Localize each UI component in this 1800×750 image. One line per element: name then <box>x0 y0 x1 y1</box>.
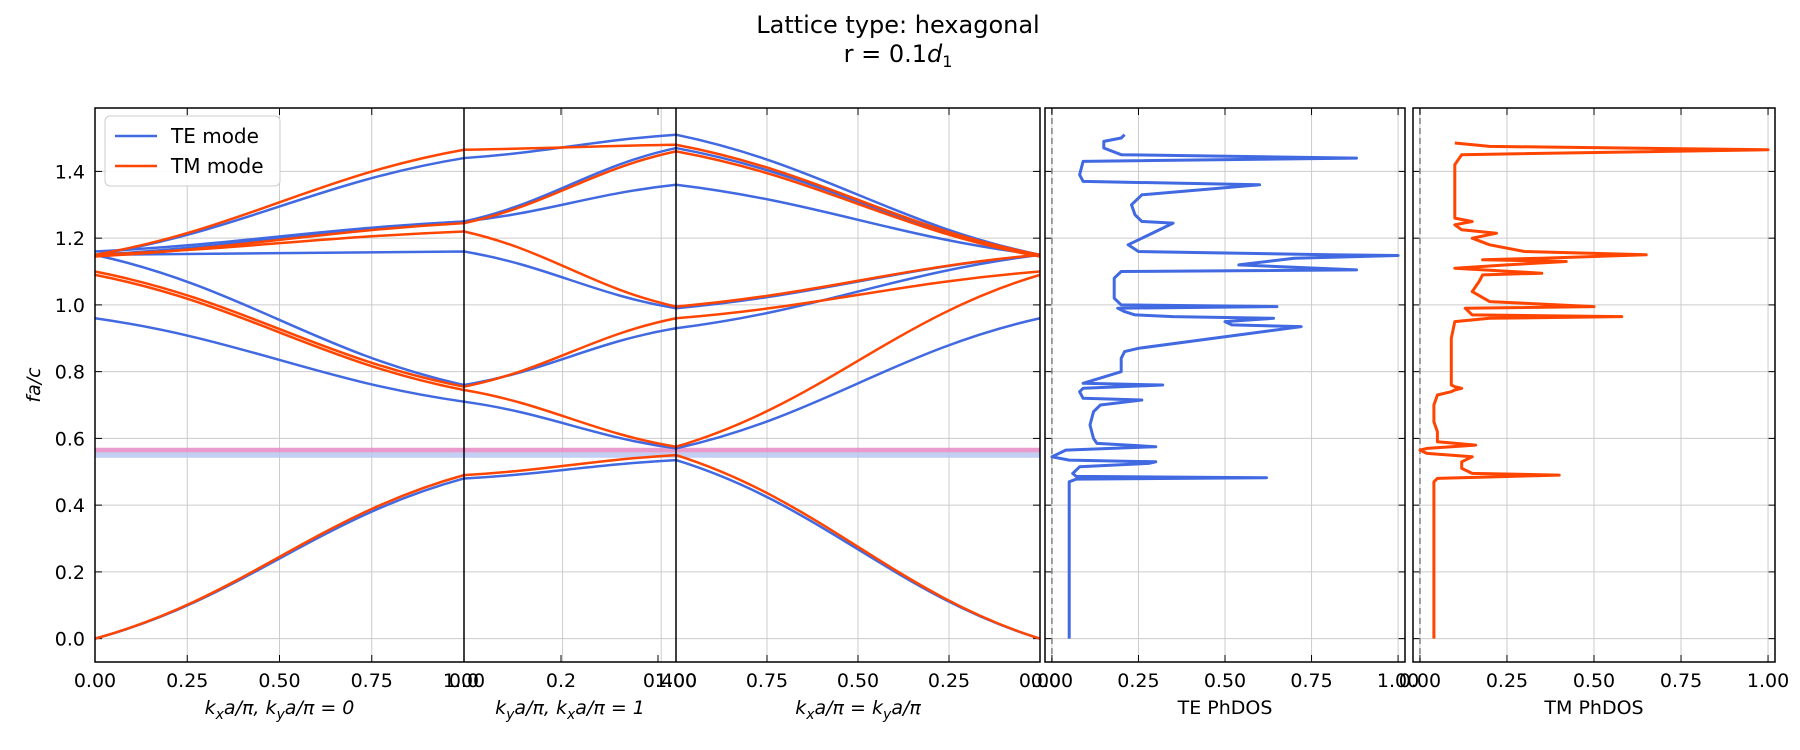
te-dos-xtick-label: 0.00 <box>1031 670 1073 692</box>
tm-band-line <box>94 230 1041 308</box>
band-seg1-xtick-label: 0.50 <box>258 670 300 692</box>
te-band-line <box>94 250 1041 310</box>
tm-dos-xlabel: TM PhDOS <box>1543 697 1643 719</box>
band-ytick-label: 1.0 <box>55 295 85 317</box>
band-seg2-xlabel: kya/π, kxa/π = 1 <box>495 697 645 723</box>
band-structure-panel: 0.0 0.2 0.4 0.6 0.8 1.0 1.2 1.4 0.00 0.25 0.50 0.75… <box>23 107 1061 723</box>
tm-phdos-panel: 0.00 0.25 0.50 0.75 1.00 TM PhDOS <box>1399 107 1789 719</box>
band-seg2-xtick-label: 0.2 <box>546 670 576 692</box>
band-seg3-xtick-label: 1.00 <box>655 670 697 692</box>
band-seg1-xtick-label: 1.00 <box>443 670 485 692</box>
band-seg3-xtick-label: 0.25 <box>928 670 970 692</box>
band-ytick-label: 1.4 <box>55 161 85 183</box>
band-seg3-xtick-label: 0.50 <box>837 670 879 692</box>
band-seg1-xlabel: kxa/π, kya/π = 0 <box>205 697 355 723</box>
tm-band-line <box>94 270 1041 388</box>
te-phdos-panel: 0.00 0.25 0.50 0.75 1.00 TE PhDOS <box>1031 107 1419 719</box>
band-seg3-xtick-label: 0.75 <box>746 670 788 692</box>
te-band-line <box>94 317 1041 450</box>
band-ylabel: fa/c <box>23 367 45 403</box>
figure-title-line2: r = 0.1d1 <box>844 40 953 71</box>
tm-band-line <box>94 453 1041 640</box>
band-seg2-xtick-label: 0.4 <box>643 670 673 692</box>
legend-tm-label: TM mode <box>170 154 264 178</box>
band-seg2-xtick-label: 0.0 <box>449 670 479 692</box>
band-axes-frame <box>94 107 1041 663</box>
te-band-line <box>94 146 1041 257</box>
band-seg1-xtick-label: 0.25 <box>166 670 208 692</box>
tm-dos-xtick-label: 0.00 <box>1399 670 1441 692</box>
band-ytick-label: 0.8 <box>55 362 85 384</box>
tm-dos-xtick-label: 0.25 <box>1486 670 1528 692</box>
tm-dos-xtick-label: 0.75 <box>1660 670 1702 692</box>
te-dos-curve <box>1050 133 1400 639</box>
te-dos-xlabel: TE PhDOS <box>1177 697 1273 719</box>
te-band-gap <box>95 452 1040 458</box>
band-ytick-label: 0.2 <box>55 562 85 584</box>
tm-dos-xtick-label: 1.00 <box>1747 670 1789 692</box>
band-seg1-xtick-label: 0.75 <box>351 670 393 692</box>
band-seg2-xtick-label: 1.00 <box>655 670 697 692</box>
te-dos-xtick-label: 0.25 <box>1117 670 1159 692</box>
band-seg1-xtick-label: 0.00 <box>74 670 116 692</box>
te-band-line <box>94 253 1041 387</box>
figure-title-line1: Lattice type: hexagonal <box>756 11 1039 39</box>
tm-band-line <box>94 273 1041 449</box>
tm-band-line <box>94 143 1041 257</box>
tm-band-line <box>94 150 1041 258</box>
te-dos-axes-frame <box>1044 107 1406 663</box>
te-band-line <box>94 458 1041 640</box>
tm-band-gap <box>95 447 1040 453</box>
band-ytick-label: 1.2 <box>55 228 85 250</box>
tm-dos-axes-frame <box>1412 107 1776 663</box>
tm-dos-curve <box>1418 141 1770 639</box>
te-band-line <box>94 183 1041 257</box>
band-ytick-label: 0.4 <box>55 495 85 517</box>
tm-dos-xtick-label: 0.50 <box>1573 670 1615 692</box>
te-dos-xtick-label: 1.00 <box>1377 670 1419 692</box>
band-seg3-xlabel: kxa/π = kya/π <box>795 697 921 723</box>
band-ytick-label: 0.6 <box>55 428 85 450</box>
te-dos-xtick-label: 0.75 <box>1290 670 1332 692</box>
legend-box <box>104 115 281 187</box>
band-ytick-label: 0.0 <box>55 629 85 651</box>
band-seg3-xtick-label: 0.00 <box>1019 670 1061 692</box>
legend-te-label: TE mode <box>170 124 259 148</box>
legend: TE mode TM mode <box>104 115 281 187</box>
te-dos-xtick-label: 0.50 <box>1204 670 1246 692</box>
